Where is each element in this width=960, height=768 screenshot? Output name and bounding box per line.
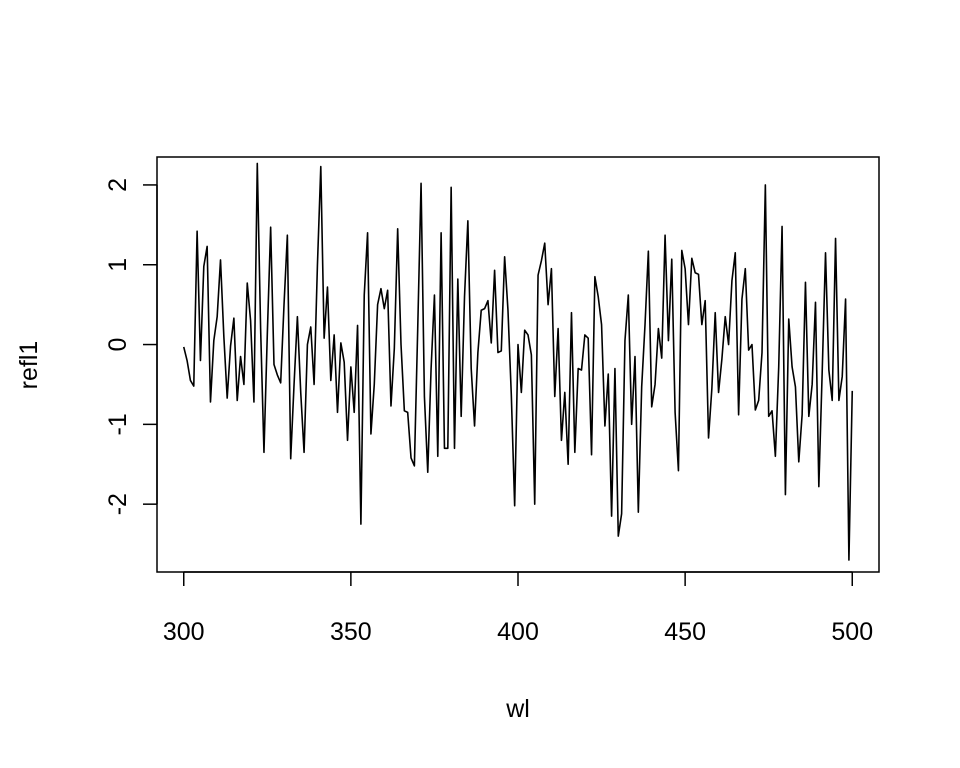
y-tick-label: -2 <box>104 493 132 515</box>
x-tick-label: 300 <box>163 618 205 646</box>
x-tick-label: 350 <box>330 618 372 646</box>
y-tick-label: 2 <box>104 178 132 192</box>
x-axis-title: wl <box>505 695 530 723</box>
x-tick-label: 500 <box>831 618 873 646</box>
y-axis: -2 -1 0 1 2 <box>104 178 158 515</box>
y-axis-title: refl1 <box>15 341 43 390</box>
y-tick-label: -1 <box>104 413 132 435</box>
x-axis: 300 350 400 450 500 <box>163 571 873 646</box>
y-tick-label: 1 <box>104 258 132 272</box>
x-tick-label: 450 <box>664 618 706 646</box>
y-tick-label: 0 <box>104 338 132 352</box>
x-tick-label: 400 <box>497 618 539 646</box>
series-line <box>182 162 854 561</box>
